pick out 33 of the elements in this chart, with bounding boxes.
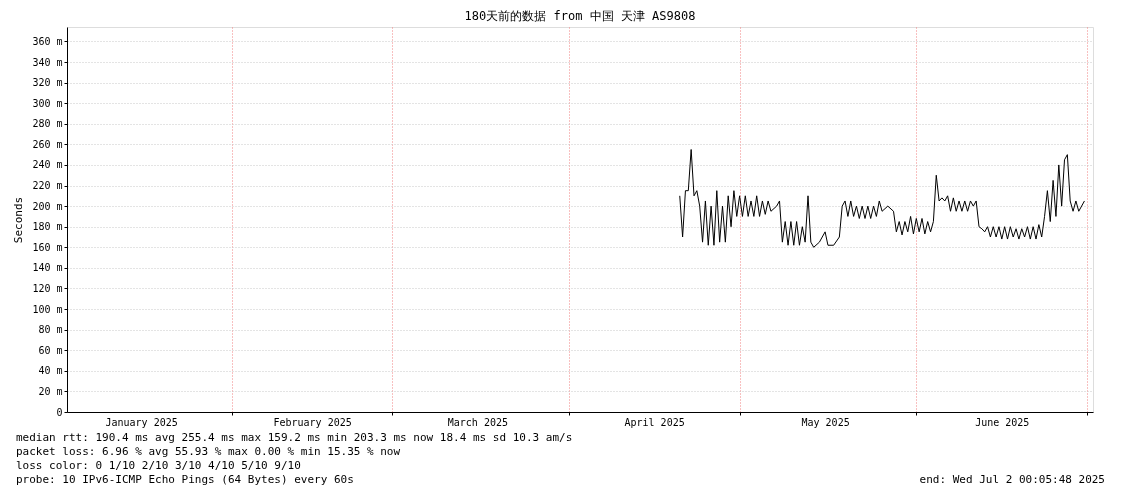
y-tick-label: 40 m — [38, 365, 63, 377]
text: loss color: 0 1/10 2/10 3/10 4/10 5/10 9/10 — [16, 459, 301, 472]
y-tick-label: 260 m — [32, 138, 63, 150]
y-tick-label: 360 m — [32, 35, 63, 47]
x-tick-label: June 2025 — [975, 416, 1030, 428]
y-tick-label: 20 m — [38, 385, 63, 397]
y-tick-label: 60 m — [38, 344, 63, 356]
text: end: Wed Jul 2 00:05:48 2025 — [919, 473, 1105, 486]
y-tick-label: 0 — [56, 406, 63, 418]
y-tick-label: 300 m — [32, 97, 63, 109]
y-tick-label: 320 m — [32, 77, 63, 89]
y-tick-label: 180 m — [32, 221, 63, 233]
y-axis-title: Seconds — [12, 196, 26, 244]
y-tick-label: 120 m — [32, 282, 63, 294]
y-tick-label: 240 m — [32, 159, 63, 171]
x-tick-label: May 2025 — [801, 416, 850, 428]
y-tick-label: 80 m — [38, 324, 63, 336]
x-tick-label: February 2025 — [273, 416, 352, 428]
y-tick-label: 160 m — [32, 241, 63, 253]
line-series — [679, 149, 1085, 248]
x-tick-label: April 2025 — [624, 416, 685, 428]
y-tick-label: 140 m — [32, 262, 63, 274]
y-tick-label: 340 m — [32, 56, 63, 68]
x-tick-label: January 2025 — [105, 416, 178, 428]
text: packet loss: 6.96 % avg 55.93 % max 0.00 % min 15.35 % now — [16, 445, 401, 458]
y-tick-label: 200 m — [32, 200, 63, 212]
y-tick-label: 280 m — [32, 118, 63, 130]
text: probe: 10 IPv6-ICMP Echo Pings (64 Bytes) every 60s — [16, 473, 354, 486]
y-tick-label: 100 m — [32, 303, 63, 315]
text: median rtt: 190.4 ms avg 255.4 ms max 159.2 ms min 203.3 ms now 18.4 ms sd 10.3 am/s — [16, 431, 573, 444]
y-tick-label: 220 m — [32, 180, 63, 192]
x-tick-label: March 2025 — [447, 416, 509, 428]
chart-title: 180天前的数据 from 中国 天津 AS9808 — [464, 9, 696, 23]
